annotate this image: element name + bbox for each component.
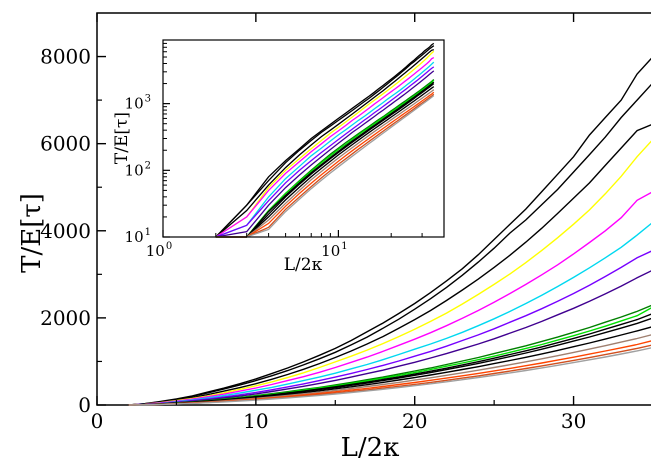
inset-series-line-2 xyxy=(215,48,434,238)
main-plot-frame xyxy=(96,12,651,406)
inset-series-group xyxy=(215,42,435,238)
inset-y-tick-exponent: 2 xyxy=(145,160,151,171)
main-x-tick-label: 30 xyxy=(561,409,586,433)
inset-series-line-11 xyxy=(215,83,435,238)
inset-y-tick-exponent: 1 xyxy=(145,227,151,238)
inset-series-line-1 xyxy=(215,45,435,238)
inset-x-tick-exponent: 0 xyxy=(166,241,172,252)
inset-series-line-15 xyxy=(215,93,435,238)
main-series-line-5 xyxy=(128,222,651,406)
main-series-line-1 xyxy=(128,83,651,406)
main-series-line-0 xyxy=(128,57,651,406)
inset-x-axis-title: L/2κ xyxy=(284,255,323,275)
main-y-axis: 0 2000 4000 6000 8000 xyxy=(40,45,106,417)
main-series-line-10 xyxy=(128,313,651,406)
main-y-tick-label: 4000 xyxy=(40,219,91,243)
inset-series-line-10 xyxy=(215,81,435,238)
inset-series-line-5 xyxy=(215,61,435,238)
inset-x-tick-label: 100 xyxy=(146,241,172,260)
main-series-line-16 xyxy=(128,347,651,406)
main-x-tick-label: 10 xyxy=(243,409,268,433)
inset-series-line-8 xyxy=(215,79,435,238)
inset-x-tick-label: 101 xyxy=(321,241,347,260)
inset-series-line-6 xyxy=(215,66,435,238)
main-x-axis: 0 10 20 30 xyxy=(91,13,586,433)
main-series-line-2 xyxy=(128,124,651,406)
inset-series-line-12 xyxy=(215,86,435,238)
main-x-tick-label: 20 xyxy=(402,409,427,433)
inset-series-line-13 xyxy=(215,89,435,238)
inset-series-line-16 xyxy=(215,95,435,238)
main-x-tick-label: 0 xyxy=(91,409,104,433)
main-y-tick-label: 6000 xyxy=(40,132,91,156)
inset-series-line-14 xyxy=(215,91,435,238)
inset-y-tick-exponent: 3 xyxy=(145,94,151,105)
inset-series-line-4 xyxy=(215,57,435,238)
main-series-line-6 xyxy=(128,250,651,406)
inset-series-line-9 xyxy=(215,79,435,238)
inset-y-axis-title: T/E[τ] xyxy=(112,112,132,164)
inset-y-tick-label: 103 xyxy=(125,94,151,113)
main-series-line-8 xyxy=(128,304,651,406)
inset-series-line-0 xyxy=(215,42,435,238)
main-series-line-9 xyxy=(128,307,651,406)
main-y-tick-label: 0 xyxy=(78,393,91,417)
main-series-group xyxy=(128,57,651,406)
inset-series-line-7 xyxy=(215,70,435,238)
main-y-axis-title: T/E[τ] xyxy=(17,193,47,273)
inset-x-tick-exponent: 1 xyxy=(341,241,347,252)
inset-series-line-3 xyxy=(215,50,435,238)
main-y-tick-label: 2000 xyxy=(40,306,91,330)
main-y-tick-label: 8000 xyxy=(40,45,91,69)
main-series-line-3 xyxy=(128,140,651,406)
inset-background xyxy=(163,40,444,237)
main-series-line-7 xyxy=(128,270,651,406)
main-x-axis-title: L/2κ xyxy=(341,433,400,458)
main-series-line-4 xyxy=(128,191,651,406)
